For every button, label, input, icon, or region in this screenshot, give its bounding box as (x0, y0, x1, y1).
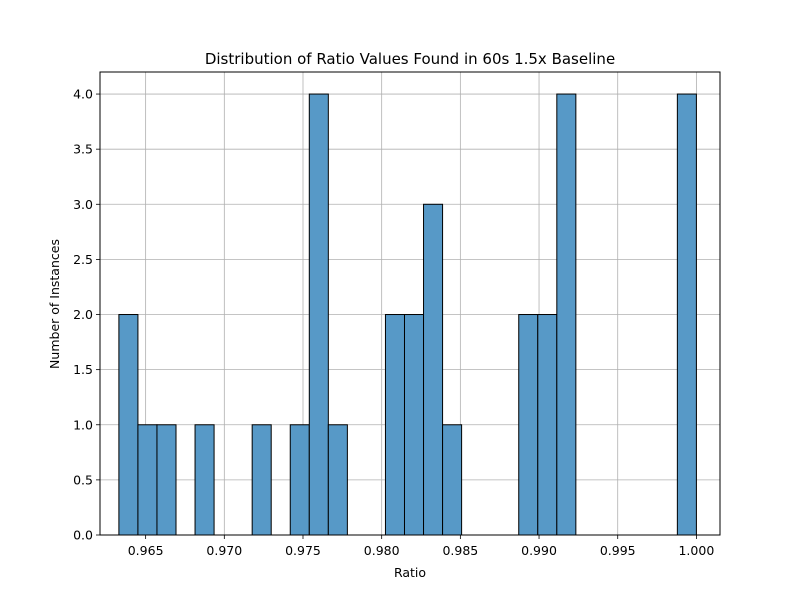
x-tick-label: 0.985 (442, 543, 478, 558)
histogram-bar (403, 314, 425, 536)
x-axis-label: Ratio (394, 565, 426, 580)
chart-title: Distribution of Ratio Values Found in 60… (205, 50, 615, 68)
histogram-bar (384, 314, 405, 536)
histogram-bar (442, 424, 463, 536)
y-tick-label: 1.0 (73, 417, 93, 432)
x-tick-label: 0.965 (128, 543, 164, 558)
histogram-bar (423, 203, 444, 536)
x-axis-ticks: 0.965 0.970 0.975 0.980 0.985 0.990 0.995 1.000 (128, 535, 714, 558)
histogram-bar (518, 314, 539, 536)
histogram-bar (327, 424, 348, 536)
x-tick-label: 0.980 (364, 543, 400, 558)
x-tick-label: 0.970 (206, 543, 242, 558)
y-tick-label: 3.0 (73, 197, 93, 212)
histogram-bar (118, 314, 139, 536)
plot-frame (99, 71, 721, 536)
histogram-bar (194, 424, 215, 536)
y-tick-label: 3.5 (73, 142, 93, 157)
histogram-bar (556, 93, 577, 536)
histogram-bar (137, 424, 158, 536)
histogram-bar (251, 424, 272, 536)
y-tick-label: 0.0 (73, 528, 93, 543)
y-tick-label: 2.5 (73, 252, 93, 267)
y-tick-label: 4.0 (73, 87, 93, 102)
histogram-bar (676, 93, 697, 536)
y-axis-label: Number of Instances (47, 239, 62, 369)
x-tick-label: 0.995 (600, 543, 636, 558)
y-tick-label: 2.0 (73, 307, 93, 322)
y-axis-ticks: 0.0 0.5 1.0 1.5 2.0 2.5 3.0 3.5 4.0 (73, 87, 100, 543)
histogram-bar (289, 424, 310, 536)
histogram-bar (537, 314, 558, 536)
x-tick-label: 0.990 (521, 543, 557, 558)
y-tick-label: 0.5 (73, 472, 93, 487)
y-tick-label: 1.5 (73, 362, 93, 377)
histogram-bar (308, 93, 329, 536)
x-tick-label: 0.975 (285, 543, 321, 558)
x-tick-label: 1.000 (678, 543, 714, 558)
histogram-bar (156, 424, 177, 536)
